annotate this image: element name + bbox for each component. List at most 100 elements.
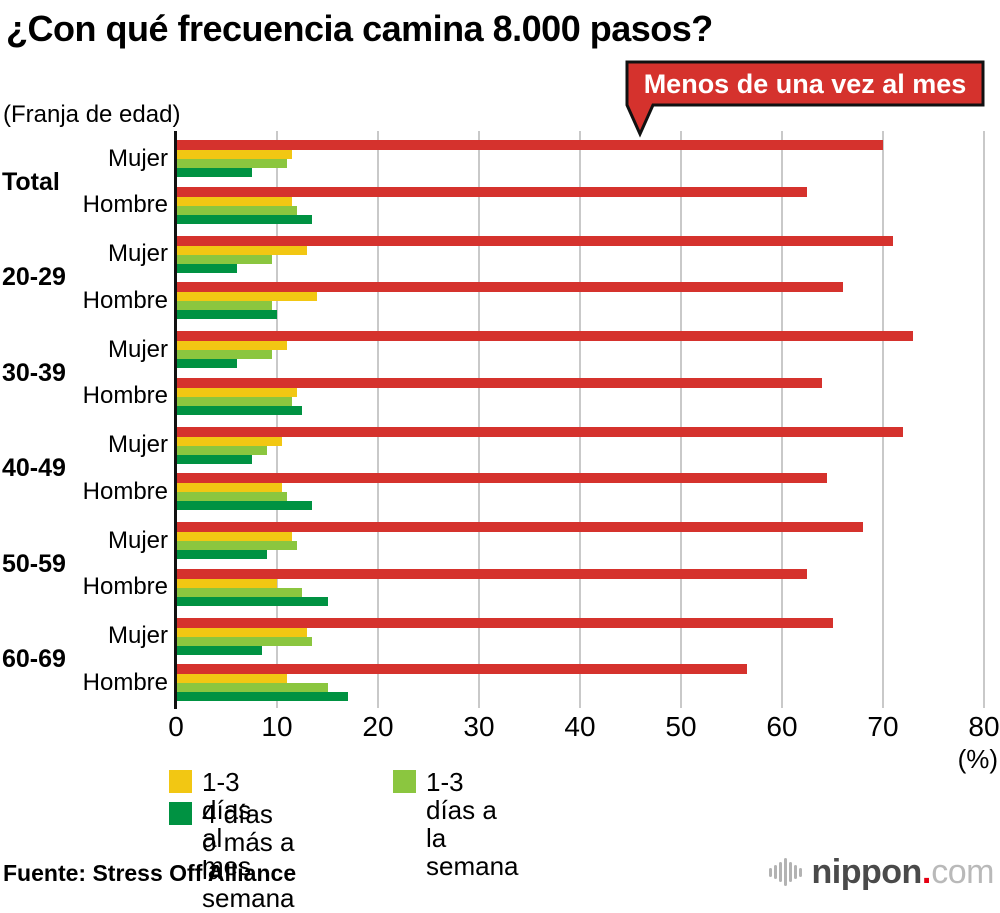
logo-name-text: nippon xyxy=(811,852,923,891)
gridline-80 xyxy=(983,131,985,708)
group-label-40-49: 40-49 xyxy=(2,454,66,482)
group-label-30-39: 30-39 xyxy=(2,358,66,387)
bar-30-39-Hombre-1-3 días a la semana xyxy=(176,396,293,406)
bar-20-29-Hombre-1-3 días al mes xyxy=(176,292,318,301)
legend-swatch-4-dias-o-mas xyxy=(169,802,192,825)
gridline-10 xyxy=(276,131,278,708)
callout-label: Menos de una vez al mes xyxy=(643,69,967,99)
legend-swatch-1-3-dias-a-la-semana xyxy=(393,770,416,793)
bar-30-39-Hombre-1-3 días al mes xyxy=(176,387,298,397)
row-label-40-49-Mujer: Mujer xyxy=(107,431,168,458)
row-label-60-69-Mujer: Mujer xyxy=(107,622,168,649)
bar-50-59-Hombre-Menos de una vez al mes xyxy=(176,568,808,579)
bar-Total-Hombre-Menos de una vez al mes xyxy=(176,186,808,197)
row-label-30-39-Mujer: Mujer xyxy=(107,335,168,363)
bar-Total-Mujer-1-3 días al mes xyxy=(176,150,293,159)
x-tick-label-40: 40 xyxy=(564,711,596,742)
soundwave-icon xyxy=(768,858,804,886)
bar-20-29-Mujer-1-3 días a la semana xyxy=(176,254,272,264)
chart-area xyxy=(176,131,988,712)
bar-50-59-Hombre-4 días o más a la semana xyxy=(176,596,328,606)
bar-30-39-Hombre-Menos de una vez al mes xyxy=(176,377,823,388)
soundwave-bar-1 xyxy=(773,865,777,879)
page-title: ¿Con qué frecuencia camina 8.000 pasos? xyxy=(6,8,713,49)
bar-40-49-Hombre-1-3 días a la semana xyxy=(176,492,288,501)
bar-20-29-Hombre-4 días o más a la semana xyxy=(176,310,277,319)
bar-20-29-Mujer-Menos de una vez al mes xyxy=(176,235,894,246)
y-axis-line xyxy=(174,131,177,709)
bar-60-69-Hombre-Menos de una vez al mes xyxy=(176,664,747,674)
source-credit: Fuente: Stress Off Alliance xyxy=(3,860,297,886)
bar-60-69-Hombre-1-3 días a la semana xyxy=(176,683,328,692)
group-label-50-59: 50-59 xyxy=(2,549,66,578)
row-label-Total-Mujer: Mujer xyxy=(107,144,168,172)
x-tick-label-50: 50 xyxy=(665,711,697,742)
legend-label-1-3-dias-al-mes: 1-3 días al mes xyxy=(202,767,252,881)
bar-50-59-Hombre-1-3 días al mes xyxy=(176,578,277,588)
bar-40-49-Hombre-Menos de una vez al mes xyxy=(176,473,828,483)
bar-Total-Hombre-1-3 días al mes xyxy=(176,196,293,206)
bar-20-29-Hombre-Menos de una vez al mes xyxy=(176,282,843,292)
bar-Total-Mujer-1-3 días a la semana xyxy=(176,159,288,168)
gridline-40 xyxy=(579,131,581,708)
nippon-com-logo: nippon . com xyxy=(768,852,994,892)
bar-40-49-Hombre-4 días o más a la semana xyxy=(176,501,313,510)
row-label-60-69-Hombre: Hombre xyxy=(82,668,168,696)
bar-50-59-Mujer-Menos de una vez al mes xyxy=(176,522,863,532)
legend-swatch-1-3-dias-al-mes xyxy=(169,770,192,793)
bar-50-59-Mujer-1-3 días al mes xyxy=(176,532,293,541)
gridline-60 xyxy=(781,131,783,708)
bar-20-29-Mujer-4 días o más a la semana xyxy=(176,263,237,273)
bar-30-39-Mujer-Menos de una vez al mes xyxy=(176,331,914,341)
row-label-20-29-Hombre: Hombre xyxy=(82,286,168,314)
group-label-60-69: 60-69 xyxy=(2,645,66,673)
bar-40-49-Mujer-1-3 días a la semana xyxy=(176,445,267,455)
bar-50-59-Mujer-1-3 días a la semana xyxy=(176,541,298,550)
soundwave-bar-2 xyxy=(778,862,782,882)
row-label-Total-Hombre: Hombre xyxy=(82,191,168,218)
soundwave-bar-6 xyxy=(798,867,802,877)
group-label-Total: Total xyxy=(2,167,60,196)
bar-60-69-Mujer-1-3 días al mes xyxy=(176,627,308,637)
row-label-30-39-Hombre: Hombre xyxy=(82,382,168,409)
x-tick-label-70: 70 xyxy=(867,711,899,742)
row-label-50-59-Mujer: Mujer xyxy=(107,526,168,554)
bar-60-69-Mujer-Menos de una vez al mes xyxy=(176,617,833,628)
soundwave-bar-3 xyxy=(783,858,787,886)
bar-60-69-Mujer-4 días o más a la semana xyxy=(176,645,262,655)
soundwave-bar-0 xyxy=(768,867,772,877)
bar-20-29-Hombre-1-3 días a la semana xyxy=(176,301,272,310)
bar-40-49-Mujer-1-3 días al mes xyxy=(176,436,283,446)
bar-20-29-Mujer-1-3 días al mes xyxy=(176,245,308,255)
logo-tld-text: com xyxy=(931,852,994,891)
row-label-20-29-Mujer: Mujer xyxy=(107,240,168,267)
age-range-note: (Franja de edad) xyxy=(3,101,181,128)
x-tick-label-30: 30 xyxy=(463,711,495,742)
bar-30-39-Hombre-4 días o más a la semana xyxy=(176,405,303,415)
group-label-20-29: 20-29 xyxy=(2,263,66,291)
x-tick-label-80: 80 xyxy=(968,711,1000,742)
bar-Total-Mujer-4 días o más a la semana xyxy=(176,168,252,177)
logo-dot: . xyxy=(921,852,932,891)
x-tick-label-0: 0 xyxy=(168,711,184,742)
bar-60-69-Hombre-4 días o más a la semana xyxy=(176,692,348,701)
bar-40-49-Mujer-Menos de una vez al mes xyxy=(176,426,904,437)
bar-60-69-Mujer-1-3 días a la semana xyxy=(176,636,313,646)
gridline-30 xyxy=(478,131,480,708)
row-label-40-49-Hombre: Hombre xyxy=(82,477,168,505)
bar-Total-Mujer-Menos de una vez al mes xyxy=(176,140,883,150)
bar-30-39-Mujer-4 días o más a la semana xyxy=(176,359,237,368)
bar-30-39-Mujer-1-3 días a la semana xyxy=(176,350,272,359)
bar-40-49-Hombre-1-3 días al mes xyxy=(176,483,283,492)
legend-label-4-dias-o-mas: 4 días o más a la semana xyxy=(202,799,295,913)
x-tick-label-10: 10 xyxy=(261,711,293,742)
soundwave-bar-5 xyxy=(793,865,797,879)
callout-bubble xyxy=(625,60,985,138)
row-label-50-59-Hombre: Hombre xyxy=(82,573,168,600)
gridline-70 xyxy=(882,131,884,708)
x-tick-label-60: 60 xyxy=(766,711,798,742)
soundwave-bar-4 xyxy=(788,862,792,882)
gridline-20 xyxy=(377,131,379,708)
legend-label-1-3-dias-a-la-semana: 1-3 días a la semana xyxy=(426,767,519,881)
